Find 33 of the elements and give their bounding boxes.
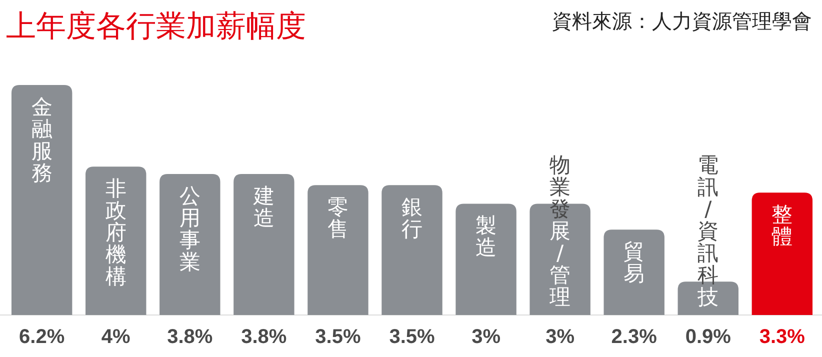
x-tick-label: 電訊/資訊科技 (696, 153, 719, 309)
data-label: 3.5% (315, 326, 361, 348)
x-tick-label: 零售 (327, 195, 348, 242)
data-label: 3.8% (241, 326, 287, 348)
data-label: 3.3% (759, 326, 806, 348)
bar (160, 174, 220, 315)
bar (86, 166, 146, 315)
x-tick-label: 金融服務 (31, 95, 52, 185)
data-label: 2.3% (611, 326, 658, 348)
x-tick-label: 貿易 (624, 240, 645, 286)
bar (456, 204, 516, 315)
bar (752, 192, 813, 315)
bar (382, 185, 442, 315)
data-label: 3.5% (389, 326, 436, 348)
x-tick-label: 製造 (476, 214, 497, 260)
bar (234, 174, 294, 315)
bar (11, 85, 72, 315)
data-label: 3% (472, 326, 501, 348)
source-note: 資料來源：人力資源管理學會 (552, 9, 812, 33)
x-tick-label: 物業發展/管理 (550, 153, 571, 309)
x-tick-label: 非政府機構 (105, 176, 126, 289)
data-label: 3.8% (167, 326, 213, 348)
bar (308, 185, 368, 315)
x-tick-label: 建造 (252, 184, 274, 230)
data-label: 0.9% (685, 326, 732, 348)
x-tick-label: 公用事業 (179, 184, 200, 274)
chart-title: 上年度各行業加薪幅度 (6, 9, 306, 44)
x-tick-label: 整體 (772, 202, 793, 249)
x-tick-label: 銀行 (402, 195, 422, 242)
data-label: 6.2% (19, 326, 65, 348)
data-label: 4% (101, 326, 131, 348)
data-label: 3% (546, 326, 575, 348)
bar (604, 230, 664, 315)
